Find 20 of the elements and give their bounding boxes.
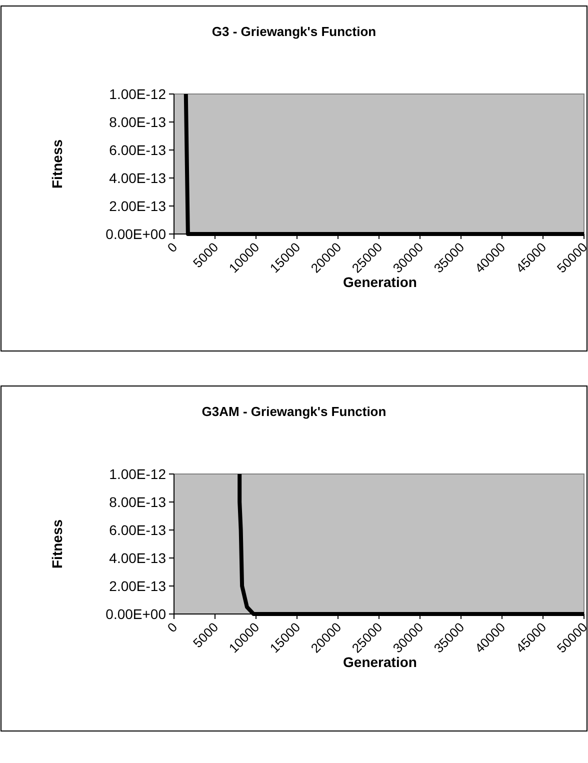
y-tick-label: 1.00E-12 [109,86,166,102]
y-tick-label: 0.00E+00 [106,226,166,242]
y-tick-label: 1.00E-12 [109,466,166,482]
y-tick-label: 4.00E-13 [109,170,166,186]
y-tick-label: 8.00E-13 [109,494,166,510]
chart-title: G3 - Griewangk's Function [212,24,376,39]
y-axis-title: Fitness [49,519,65,569]
x-axis-title: Generation [343,274,417,290]
y-tick-label: 0.00E+00 [106,606,166,622]
y-tick-label: 6.00E-13 [109,522,166,538]
y-tick-label: 4.00E-13 [109,550,166,566]
y-tick-label: 2.00E-13 [109,578,166,594]
x-tick-label: 0 [164,620,180,636]
y-tick-label: 8.00E-13 [109,114,166,130]
x-tick-label: 0 [164,240,180,256]
y-tick-label: 2.00E-13 [109,198,166,214]
x-axis-title: Generation [343,654,417,670]
y-tick-label: 6.00E-13 [109,142,166,158]
chart-title: G3AM - Griewangk's Function [202,404,386,419]
y-axis-title: Fitness [49,139,65,189]
